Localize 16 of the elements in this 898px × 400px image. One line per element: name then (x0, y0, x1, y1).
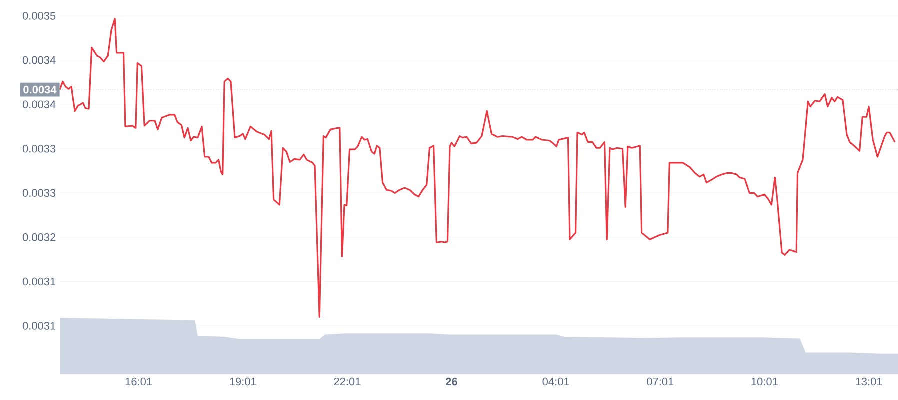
y-tick-label: 0.0031 (22, 322, 56, 330)
x-tick-label: 04:01 (542, 378, 570, 386)
x-tick-label: 19:01 (230, 378, 256, 386)
x-tick-label: 16:01 (126, 378, 152, 386)
y-tick-label: 0.0033 (22, 189, 56, 198)
x-tick-label: 13:01 (856, 378, 882, 386)
y-tick-label: 0.0033 (22, 144, 56, 153)
y-tick-label: 0.0031 (22, 278, 56, 286)
y-tick-label: 0.0034 (22, 100, 56, 108)
x-tick-label: 22:01 (334, 378, 361, 386)
y-tick-label: 0.0032 (22, 234, 56, 242)
y-tick-label: 0.0034 (22, 56, 56, 64)
x-tick-label: 07:01 (647, 378, 674, 386)
y-tick-label: 0.0035 (22, 12, 56, 20)
x-tick-label: 26 (446, 378, 458, 386)
x-tick-label: 10:01 (752, 378, 778, 386)
